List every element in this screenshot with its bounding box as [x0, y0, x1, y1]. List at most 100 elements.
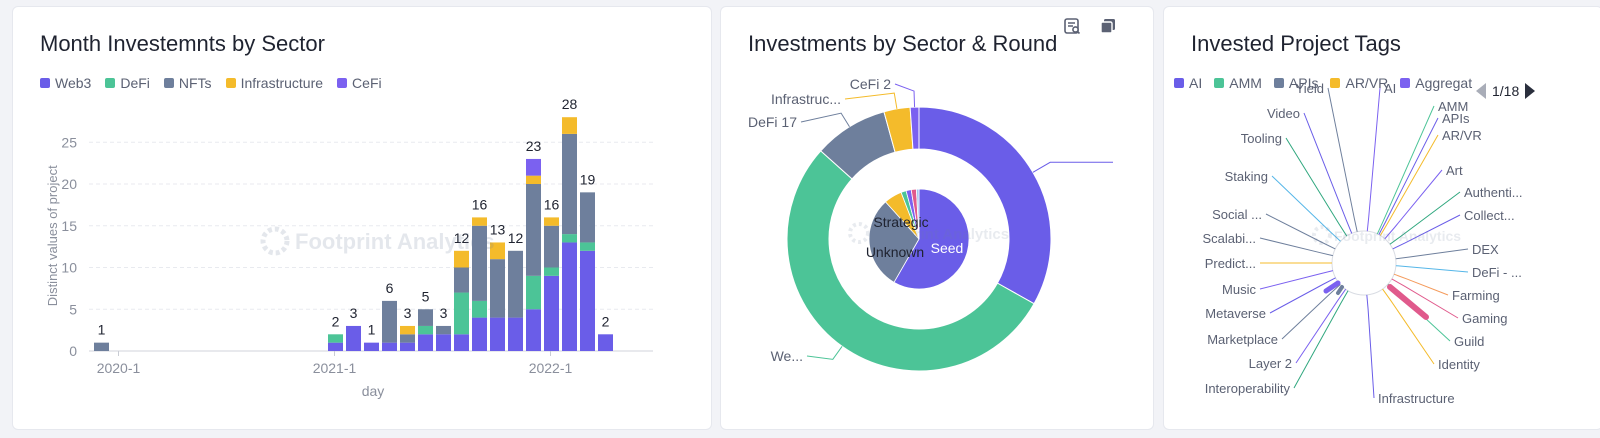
legend-label: Aggregat [1415, 75, 1473, 91]
triangle-left-icon[interactable] [1476, 83, 1486, 99]
x-axis-label: day [362, 383, 385, 399]
donut-slice-cefi [909, 106, 920, 150]
bar-segment-defi [580, 242, 595, 251]
bar-segment-web3 [454, 334, 469, 351]
tags-chart-panel: Invested Project Tags AI AMM APIs AR/VR … [1163, 6, 1600, 430]
tag-label: Collect... [1464, 208, 1515, 223]
tag-label: Music [1222, 282, 1256, 297]
triangle-right-icon[interactable] [1525, 83, 1536, 99]
bar-segment-web3 [490, 317, 505, 351]
tag-leader-line [1376, 105, 1435, 235]
tag-label: Identity [1438, 357, 1480, 372]
y-tick-label: 0 [69, 343, 77, 359]
legend-item-arvr[interactable]: AR/VR [1330, 75, 1388, 91]
legend-item-web3[interactable]: Web3 [40, 75, 91, 91]
bar-segment-web3 [328, 342, 343, 351]
legend-item-amm[interactable]: AMM [1214, 75, 1262, 91]
bar-segment-infrastructure [472, 217, 487, 226]
y-axis-label: Distinct values of project [45, 165, 60, 306]
tag-leader-line [1382, 288, 1435, 365]
watermark: Footprint Analytics [1312, 225, 1461, 245]
tag-leader-line [1285, 137, 1348, 237]
bar-segment-nfts [508, 250, 523, 318]
tag-leader-line [1393, 273, 1449, 296]
bar-total-label: 23 [526, 138, 542, 154]
bar-total-label: 2 [332, 313, 340, 329]
legend-swatch [163, 78, 174, 88]
tag-leader-line [1366, 87, 1381, 232]
legend-item-infrastructure[interactable]: Infrastructure [225, 75, 324, 91]
legend-item-ai[interactable]: AI [1174, 75, 1202, 91]
watermark-logo-icon [1312, 225, 1332, 245]
tag-leader-line [1269, 277, 1336, 314]
tag-label: Art [1446, 163, 1463, 178]
leader-line [1032, 161, 1113, 173]
bar-segment-infrastructure [400, 325, 415, 335]
tag-label: Guild [1454, 334, 1484, 349]
legend-swatch [1214, 78, 1225, 88]
tag-leader-line [1265, 213, 1336, 250]
tag-wedge-music [1323, 280, 1341, 294]
leader-line [800, 112, 850, 128]
legend-item-cefi[interactable]: CeFi [337, 75, 382, 91]
tag-label: Infrastructure [1378, 391, 1455, 406]
tag-label: Social ... [1212, 207, 1262, 222]
tags-chart-title: Invested Project Tags [1191, 31, 1401, 56]
bar-segment-web3 [472, 317, 487, 351]
bar-segment-nfts [580, 192, 595, 243]
tag-label: Layer 2 [1249, 356, 1292, 371]
y-tick-label: 25 [61, 134, 77, 150]
x-tick-label: 2020-1 [97, 360, 141, 376]
data-view-icon[interactable] [1063, 17, 1081, 35]
bar-segment-defi [472, 300, 487, 318]
tag-leader-line [1295, 288, 1347, 364]
bar-total-label: 12 [454, 230, 470, 246]
legend-label: AMM [1229, 75, 1262, 91]
tag-leader-line [1384, 169, 1443, 240]
bar-segment-infrastructure [454, 250, 469, 268]
tag-label: Metaverse [1205, 306, 1266, 321]
legend-item-apis[interactable]: APIs [1273, 75, 1318, 91]
inner-label-unknown: Unknown [866, 244, 924, 260]
tag-label: Predict... [1205, 256, 1256, 271]
tag-leader-line [1271, 175, 1341, 242]
bar-total-label: 2 [602, 313, 610, 329]
legend-swatch [1273, 78, 1284, 88]
x-tick-label: 2022-1 [529, 360, 573, 376]
leader-line [844, 92, 898, 109]
bar-segment-defi [454, 292, 469, 335]
bar-total-label: 3 [350, 305, 358, 321]
legend-item-nfts[interactable]: NFTs [163, 75, 212, 91]
tag-label: Marketplace [1207, 332, 1278, 347]
bar-segment-defi [328, 334, 343, 343]
tag-label: Staking [1225, 169, 1268, 184]
tag-leader-line [1391, 278, 1459, 319]
tag-leader-line [1379, 134, 1439, 236]
watermark: Footprint Analytics [848, 222, 1009, 244]
bar-segment-nfts [94, 342, 109, 351]
bar-segment-nfts [526, 184, 541, 276]
bar-total-label: 12 [508, 230, 524, 246]
bar-segment-web3 [508, 317, 523, 351]
bar-segment-web3 [382, 342, 397, 351]
bar-total-label: 28 [562, 96, 578, 112]
bar-total-label: 3 [404, 305, 412, 321]
tag-leader-line [1395, 265, 1469, 273]
watermark-text: Footprint Analytics [295, 229, 495, 254]
tag-leader-line [1392, 214, 1461, 250]
legend-item-defi[interactable]: DeFi [105, 75, 150, 91]
tag-label: Scalabi... [1203, 231, 1256, 246]
copy-icon[interactable] [1099, 17, 1117, 35]
legend-item-aggregat[interactable]: Aggregat [1400, 75, 1472, 91]
tag-label: APIs [1442, 111, 1470, 126]
legend-label: Infrastructure [240, 75, 324, 91]
donut-slice-web3 [786, 150, 1035, 372]
bar-segment-nfts [562, 133, 577, 235]
tag-leader-line [1366, 294, 1375, 399]
bar-segment-web3 [418, 334, 433, 351]
bar-segment-web3 [346, 325, 361, 351]
legend-label: DeFi [120, 75, 150, 91]
bar-segment-cefi [526, 158, 541, 176]
bar-segment-nfts [400, 334, 415, 343]
